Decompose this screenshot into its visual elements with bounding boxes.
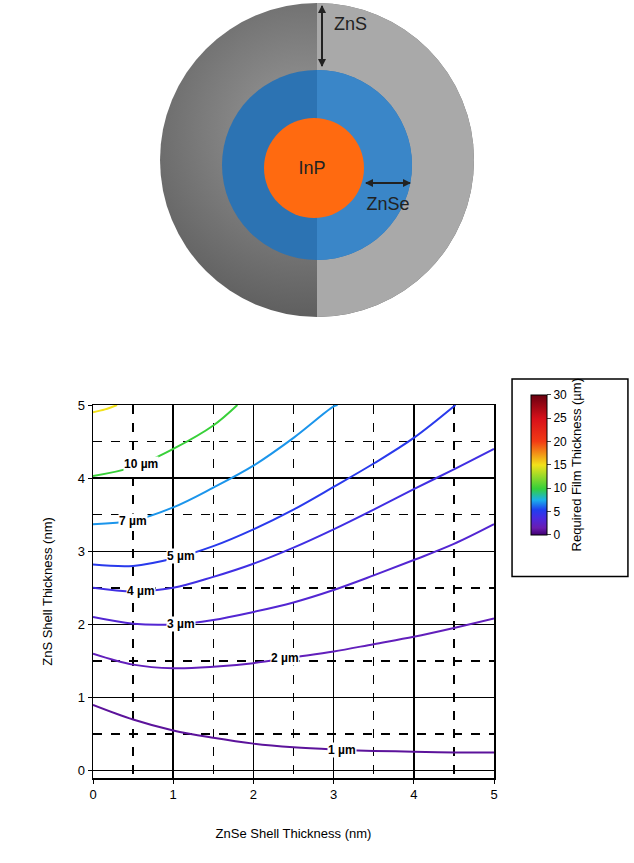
svg-text:4: 4 [78, 471, 85, 486]
svg-text:0: 0 [89, 787, 96, 802]
svg-text:2: 2 [78, 617, 85, 632]
svg-text:2 µm: 2 µm [271, 651, 299, 665]
svg-text:ZnSe: ZnSe [366, 194, 409, 214]
svg-text:3: 3 [78, 544, 85, 559]
svg-text:ZnS Shell Thickness (nm): ZnS Shell Thickness (nm) [40, 517, 55, 666]
svg-text:ZnS: ZnS [334, 14, 367, 34]
svg-text:5: 5 [553, 505, 560, 519]
svg-text:3: 3 [330, 787, 337, 802]
svg-text:1: 1 [170, 787, 177, 802]
svg-text:0: 0 [553, 528, 560, 542]
svg-text:10: 10 [553, 481, 567, 495]
svg-text:1 µm: 1 µm [328, 743, 356, 757]
svg-text:5 µm: 5 µm [167, 549, 195, 563]
svg-text:3 µm: 3 µm [167, 617, 195, 631]
svg-text:0: 0 [78, 763, 85, 778]
svg-text:4: 4 [410, 787, 417, 802]
svg-text:ZnSe Shell Thickness (nm): ZnSe Shell Thickness (nm) [216, 826, 372, 841]
svg-text:20: 20 [553, 435, 567, 449]
svg-text:7 µm: 7 µm [119, 514, 147, 528]
svg-text:Required Film Thickness (µm): Required Film Thickness (µm) [569, 378, 584, 551]
svg-text:30: 30 [553, 388, 567, 402]
svg-text:10 µm: 10 µm [124, 457, 158, 471]
svg-text:1: 1 [78, 690, 85, 705]
svg-text:5: 5 [78, 398, 85, 413]
svg-text:4 µm: 4 µm [127, 584, 155, 598]
svg-text:15: 15 [553, 458, 567, 472]
svg-text:InP: InP [298, 158, 325, 178]
svg-text:2: 2 [250, 787, 257, 802]
svg-text:25: 25 [553, 411, 567, 425]
svg-text:5: 5 [490, 787, 497, 802]
